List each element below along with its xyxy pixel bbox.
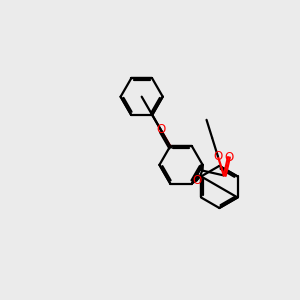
Text: O: O <box>224 151 234 164</box>
Text: O: O <box>213 150 223 163</box>
Text: O: O <box>192 174 201 187</box>
Text: O: O <box>156 123 166 136</box>
